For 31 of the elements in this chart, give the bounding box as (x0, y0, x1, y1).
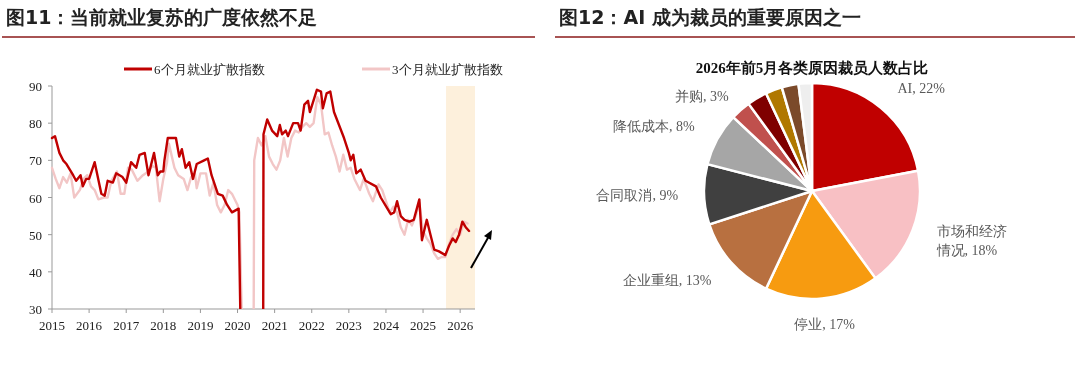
legend-label: 3个月就业扩散指数 (392, 62, 503, 77)
slice-label: 合同取消, 9% (596, 188, 679, 204)
slice-label: 企业重组, 13% (622, 272, 712, 288)
slice-label: 并购, 3% (675, 89, 729, 105)
x-tick-label: 2021 (261, 318, 288, 333)
y-tick-label: 60 (29, 190, 42, 206)
chart-subtitle: 2026年前5月各类原因裁员人数占比 (695, 60, 929, 76)
slice-label: 市场和经济情况, 18% (935, 224, 1007, 259)
x-tick-label: 2026 (447, 318, 474, 333)
x-tick-label: 2017 (113, 318, 140, 333)
x-tick-label: 2022 (298, 318, 325, 333)
y-tick-label: 40 (29, 264, 42, 280)
y-tick-label: 70 (29, 153, 42, 169)
legend-label: 6个月就业扩散指数 (154, 62, 265, 77)
x-tick-label: 2019 (187, 318, 214, 333)
chart-title: 图12：AI 成为裁员的重要原因之一 (559, 6, 861, 28)
chart-title: 图11：当前就业复苏的广度依然不足 (6, 6, 318, 28)
y-tick-label: 80 (29, 116, 42, 132)
x-tick-label: 2025 (410, 318, 437, 333)
y-tick-label: 50 (29, 227, 42, 243)
x-tick-label: 2016 (76, 318, 103, 333)
x-tick-label: 2015 (39, 318, 65, 333)
x-tick-label: 2018 (150, 318, 177, 333)
slice-label: 停业, 17% (794, 317, 856, 333)
x-tick-label: 2020 (224, 318, 251, 333)
x-tick-label: 2023 (335, 318, 362, 333)
slice-label: 降低成本, 8% (612, 119, 695, 135)
y-tick-label: 30 (29, 302, 42, 317)
y-tick-label: 90 (29, 79, 42, 94)
x-tick-label: 2024 (372, 318, 400, 333)
slice-label: AI, 22% (897, 80, 946, 96)
